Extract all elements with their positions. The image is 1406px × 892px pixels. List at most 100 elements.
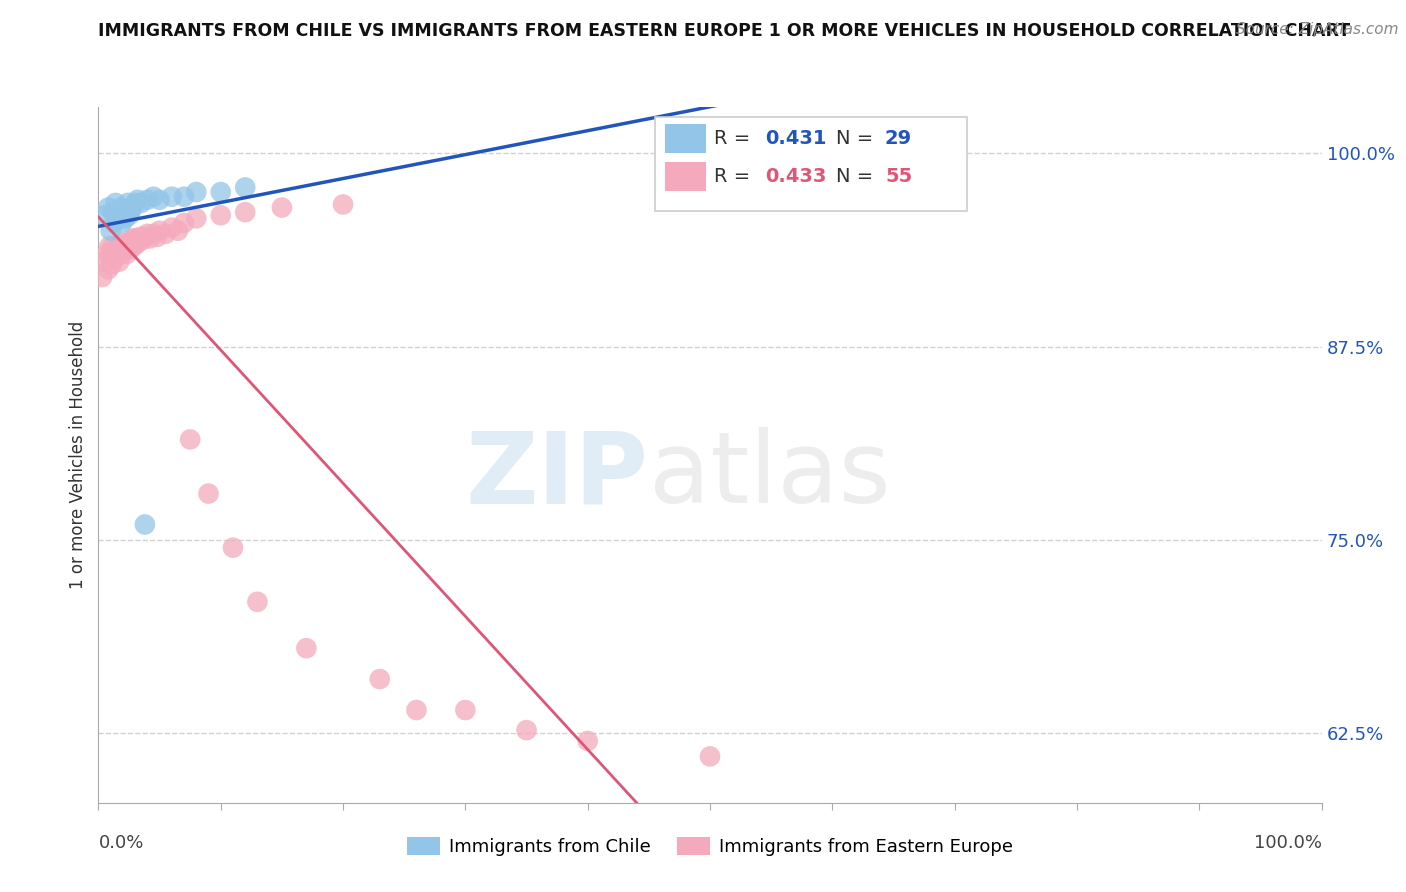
Point bbox=[111, 205, 134, 219]
Point bbox=[108, 205, 131, 219]
Point bbox=[120, 235, 142, 249]
Point bbox=[186, 185, 208, 199]
Point bbox=[97, 201, 120, 215]
Point bbox=[120, 242, 142, 256]
Point bbox=[101, 258, 124, 272]
Point bbox=[142, 227, 165, 241]
Point bbox=[454, 703, 477, 717]
Point bbox=[136, 227, 159, 241]
Point bbox=[332, 197, 354, 211]
Point bbox=[136, 193, 159, 207]
Y-axis label: 1 or more Vehicles in Household: 1 or more Vehicles in Household bbox=[69, 321, 87, 589]
Point bbox=[104, 242, 127, 256]
Point bbox=[129, 195, 152, 210]
Text: 55: 55 bbox=[884, 167, 912, 186]
FancyBboxPatch shape bbox=[655, 118, 967, 211]
Point bbox=[118, 208, 141, 222]
Point bbox=[121, 231, 143, 245]
Point bbox=[117, 239, 139, 253]
Point bbox=[131, 233, 153, 247]
Point bbox=[122, 239, 145, 253]
Point bbox=[114, 211, 136, 226]
Point bbox=[101, 239, 124, 253]
Point bbox=[295, 641, 318, 656]
Point bbox=[107, 208, 129, 222]
Point bbox=[111, 239, 134, 253]
Point bbox=[576, 734, 599, 748]
Point bbox=[96, 247, 118, 261]
Text: Source: ZipAtlas.com: Source: ZipAtlas.com bbox=[1236, 22, 1399, 37]
Point bbox=[121, 201, 143, 215]
Point bbox=[91, 270, 114, 285]
Point bbox=[209, 208, 232, 222]
Point bbox=[167, 224, 190, 238]
Text: R =: R = bbox=[714, 128, 756, 148]
Point bbox=[120, 205, 142, 219]
Point bbox=[112, 242, 135, 256]
Point bbox=[173, 190, 195, 204]
Text: N =: N = bbox=[837, 128, 880, 148]
Point bbox=[129, 230, 152, 244]
Point bbox=[108, 254, 131, 268]
Point bbox=[100, 224, 122, 238]
Point bbox=[197, 486, 219, 500]
Point bbox=[110, 236, 132, 251]
Point bbox=[699, 749, 721, 764]
Point bbox=[246, 595, 269, 609]
Point bbox=[111, 216, 134, 230]
Text: 0.431: 0.431 bbox=[765, 128, 827, 148]
Point bbox=[160, 220, 183, 235]
Text: R =: R = bbox=[714, 167, 756, 186]
Legend: Immigrants from Chile, Immigrants from Eastern Europe: Immigrants from Chile, Immigrants from E… bbox=[399, 830, 1021, 863]
Point bbox=[515, 723, 537, 738]
Point bbox=[97, 262, 120, 277]
Point bbox=[98, 239, 121, 253]
Point bbox=[368, 672, 391, 686]
Point bbox=[186, 211, 208, 226]
Point bbox=[93, 208, 115, 222]
Point bbox=[134, 230, 156, 244]
Point bbox=[134, 517, 156, 532]
Point bbox=[222, 541, 245, 555]
Point bbox=[103, 216, 125, 230]
Point bbox=[110, 201, 132, 215]
Point bbox=[149, 193, 172, 207]
Point bbox=[173, 216, 195, 230]
Point bbox=[160, 190, 183, 204]
Point bbox=[117, 195, 139, 210]
Point bbox=[93, 254, 115, 268]
Text: N =: N = bbox=[837, 167, 880, 186]
Point bbox=[149, 224, 172, 238]
Text: 29: 29 bbox=[884, 128, 912, 148]
Text: 0.433: 0.433 bbox=[765, 167, 827, 186]
Point bbox=[233, 180, 256, 194]
Point bbox=[124, 231, 146, 245]
Point bbox=[118, 236, 141, 251]
Point bbox=[107, 239, 129, 253]
Point bbox=[405, 703, 427, 717]
Text: 0.0%: 0.0% bbox=[98, 834, 143, 852]
Point bbox=[105, 211, 128, 226]
Text: IMMIGRANTS FROM CHILE VS IMMIGRANTS FROM EASTERN EUROPE 1 OR MORE VEHICLES IN HO: IMMIGRANTS FROM CHILE VS IMMIGRANTS FROM… bbox=[98, 22, 1351, 40]
Point bbox=[155, 227, 177, 241]
Point bbox=[127, 236, 149, 251]
Point bbox=[104, 195, 127, 210]
Point bbox=[179, 433, 201, 447]
Point bbox=[111, 247, 134, 261]
Text: ZIP: ZIP bbox=[465, 427, 648, 524]
Point bbox=[270, 201, 294, 215]
Point bbox=[209, 185, 232, 199]
Point bbox=[114, 236, 136, 251]
Text: atlas: atlas bbox=[648, 427, 890, 524]
Point bbox=[100, 247, 122, 261]
FancyBboxPatch shape bbox=[665, 124, 706, 153]
Point bbox=[127, 193, 149, 207]
Point bbox=[105, 247, 128, 261]
Point bbox=[103, 252, 125, 266]
Text: 100.0%: 100.0% bbox=[1254, 834, 1322, 852]
Point bbox=[233, 205, 256, 219]
Point bbox=[101, 205, 124, 219]
Point bbox=[139, 231, 162, 245]
FancyBboxPatch shape bbox=[665, 162, 706, 191]
Point bbox=[146, 230, 169, 244]
